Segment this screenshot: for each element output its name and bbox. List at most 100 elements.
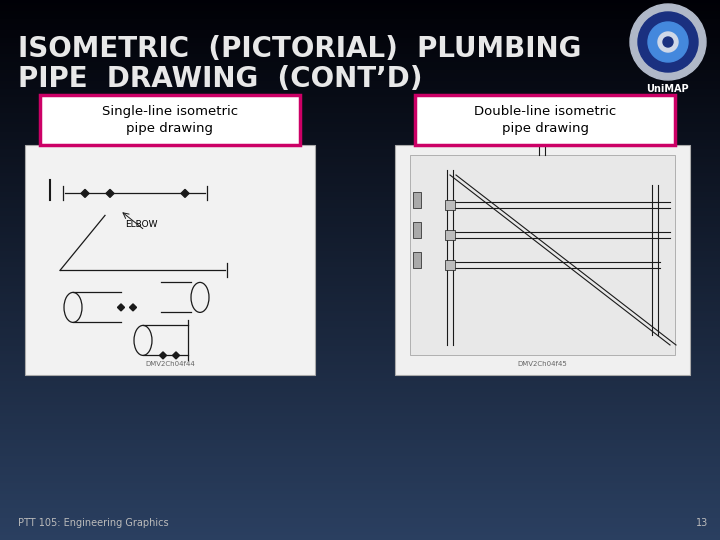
Bar [0,401,720,405]
Text: UniMAP: UniMAP [646,84,688,94]
Bar [0,172,720,176]
Bar [0,363,720,367]
Bar [0,355,720,359]
Bar [0,77,720,81]
Bar [0,420,720,424]
Polygon shape [130,304,137,311]
Ellipse shape [134,326,152,355]
Bar [0,107,720,111]
Bar [0,412,720,416]
Bar [0,145,720,148]
Bar [0,488,720,491]
Bar [0,318,720,321]
Bar [0,174,720,178]
Bar [0,326,720,329]
Bar [0,250,720,254]
Circle shape [658,32,678,52]
Bar [0,331,720,335]
Text: DMV2Ch04f44: DMV2Ch04f44 [145,361,195,367]
Bar [0,180,720,184]
Bar [0,118,720,122]
Bar [0,56,720,59]
Bar [0,523,720,526]
Bar [0,444,720,448]
Bar [0,53,720,57]
Bar [0,126,720,130]
Bar [0,409,720,413]
Bar [0,169,720,173]
Text: ELBOW: ELBOW [125,220,158,230]
Bar [0,372,720,375]
Bar [0,88,720,92]
Bar [0,129,720,132]
Bar [0,350,720,354]
Bar [0,307,720,310]
Bar [0,104,720,108]
Bar [0,218,720,221]
Bar [0,417,720,421]
Bar [0,469,720,472]
Bar [0,361,720,365]
Bar [0,93,720,97]
Bar [0,301,720,305]
Bar [0,0,720,3]
Bar [0,96,720,100]
Bar [0,358,720,362]
Bar [0,185,720,189]
Bar [0,226,720,230]
Bar [0,188,720,192]
Bar [0,477,720,481]
Bar [0,196,720,200]
Bar [0,15,720,19]
Bar [0,228,720,232]
Bar [0,64,720,68]
Bar [0,404,720,408]
Bar [0,382,720,386]
Bar [0,274,720,278]
Polygon shape [81,190,89,198]
Bar [0,347,720,351]
Bar [0,493,720,497]
Ellipse shape [64,292,82,322]
Bar [0,531,720,535]
Bar [0,2,720,5]
Bar [0,515,720,518]
Bar [0,520,720,524]
Bar [0,177,720,181]
Bar [0,485,720,489]
Bar [0,536,720,540]
Bar [0,471,720,475]
Bar [395,145,690,375]
Bar [0,442,720,446]
Bar [0,183,720,186]
Circle shape [638,12,698,72]
Polygon shape [173,352,179,359]
Bar [0,99,720,103]
Bar [0,110,720,113]
Bar [0,269,720,273]
Bar [0,396,720,400]
Bar [0,280,720,284]
Bar [0,393,720,397]
Bar [0,534,720,537]
Bar [413,252,421,268]
Text: Double-line isometric
pipe drawing: Double-line isometric pipe drawing [474,105,616,135]
Bar [0,428,720,432]
Ellipse shape [191,282,209,313]
Bar [0,509,720,513]
Bar [445,230,455,240]
Bar [0,512,720,516]
Bar [0,142,720,146]
Bar [0,282,720,286]
Bar [0,26,720,30]
Bar [0,426,720,429]
Bar [0,85,720,89]
Bar [0,336,720,340]
Bar [0,139,720,143]
Bar [0,320,720,324]
Bar [0,207,720,211]
Bar [0,150,720,154]
Bar [0,42,720,46]
Bar [0,255,720,259]
Bar [0,201,720,205]
